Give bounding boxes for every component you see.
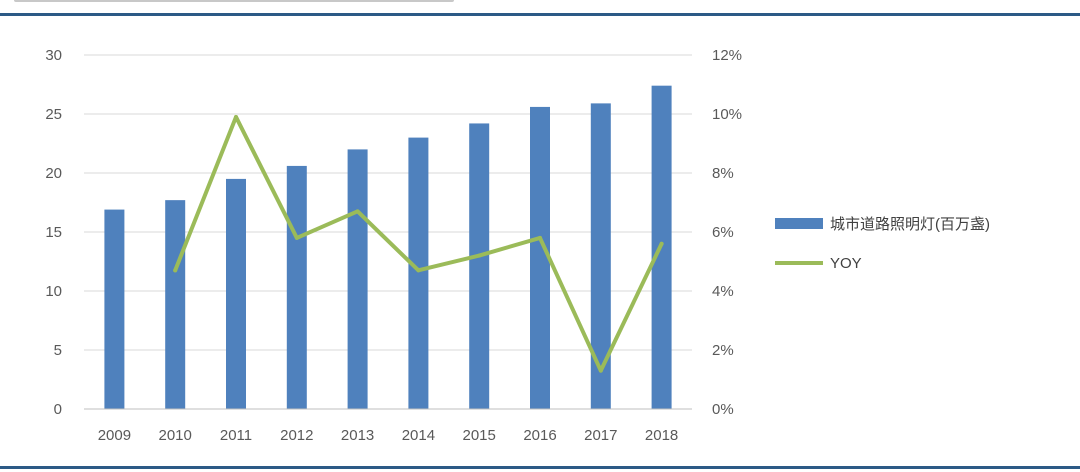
y-left-tick-label: 15 [45,224,62,241]
yoy-point [659,241,664,246]
x-tick-label: 2014 [402,427,435,444]
top-rule [0,13,1080,16]
y-right-tick-label: 4% [712,283,734,300]
x-tick-label: 2017 [584,427,617,444]
bar [286,165,307,409]
x-tick-label: 2018 [645,427,678,444]
y-right-tick-label: 2% [712,342,734,359]
legend: 城市道路照明灯(百万盏) YOY [775,216,990,272]
bar [530,106,550,410]
x-tick-label: 2015 [463,427,496,444]
x-tick-label: 2010 [159,427,192,444]
yoy-point [477,253,482,258]
y-left-tick-label: 5 [54,342,62,359]
yoy-point [294,235,299,240]
y-left-tick-label: 0 [54,401,62,418]
x-axis-ticks: 2009 2010 2011 2012 2013 2014 2015 2016 2017 2018 [98,427,679,444]
x-tick-label: 2009 [98,427,131,444]
y-left-tick-label: 25 [45,106,62,123]
bar-series [104,85,672,410]
y-left-tick-label: 10 [45,283,62,300]
legend-label-bar: 城市道路照明灯(百万盏) [830,216,990,233]
bar [469,123,490,409]
bar [590,103,611,409]
x-tick-label: 2016 [523,427,556,444]
y-left-tick-label: 30 [45,47,62,64]
bar [104,209,125,409]
bar [347,149,368,409]
cropped-title-remnant [14,0,454,2]
x-tick-label: 2013 [341,427,374,444]
bar [408,137,429,409]
yoy-point [234,114,238,119]
yoy-point [598,368,603,373]
right-axis-ticks: 0% 2% 4% 6% 8% 10% 12% [712,47,742,418]
x-tick-label: 2012 [280,427,313,444]
legend-label-line: YOY [830,255,862,272]
bar [226,178,246,409]
y-right-tick-label: 6% [712,224,734,241]
left-axis-ticks: 0 5 10 15 20 25 30 [45,47,62,418]
x-tick-label: 2011 [220,427,252,444]
y-right-tick-label: 0% [712,401,734,418]
yoy-point [538,235,542,240]
yoy-point [355,209,360,214]
gridlines [84,54,692,351]
yoy-line-series [173,114,664,373]
bottom-rule [0,466,1080,469]
y-left-tick-label: 20 [45,165,62,182]
y-right-tick-label: 12% [712,47,742,64]
legend-swatch-bar [775,218,823,229]
top-header-bar [0,0,1080,16]
yoy-point [173,268,178,273]
yoy-point [416,268,421,273]
y-right-tick-label: 8% [712,165,734,182]
bar [165,200,186,409]
y-right-tick-label: 10% [712,106,742,123]
